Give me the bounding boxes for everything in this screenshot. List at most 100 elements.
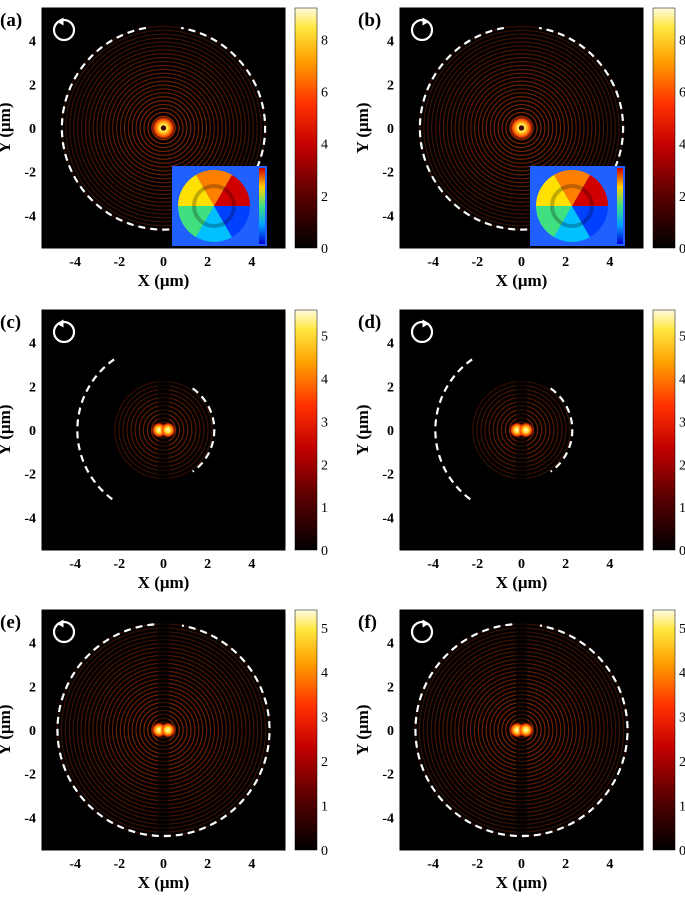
y-tick-label: 4 [29,337,36,352]
x-tick-label: 4 [606,857,613,872]
colorbar-tick-label: 3 [321,415,328,430]
fringe-ring [65,29,262,227]
heatmap-layer [56,610,271,850]
phase-sector [536,174,572,206]
phase-sector [196,169,232,206]
y-tick-label: -2 [24,468,36,483]
y-tick-label: 2 [29,380,36,395]
phase-sector [554,169,590,206]
inset-tick-top: π [271,163,277,177]
x-axis-label: X (μm) [496,271,548,290]
colorbar-tick-label: 5 [679,622,685,637]
phase-sector [554,206,590,242]
fringe-ring [462,68,581,188]
inset-tick-top: π [629,163,635,177]
colorbar-tick-label: 5 [321,330,328,345]
panel-c: (c) -4 -4 -2 -2 0 0 2 2 4 4 X (μm) Y (μm) 0 1 2 3 4 5 [0,309,328,592]
colorbar-tick-label: 5 [321,622,328,637]
colorbar-tick-label: 8 [679,33,685,48]
fringe-ring [115,80,212,176]
colorbar-tick-label: 0 [679,242,685,257]
x-axis-label: X (μm) [496,873,548,892]
fringe-ring [473,80,570,176]
x-tick-label: -2 [471,857,483,872]
colorbar-tick-label: 2 [679,755,685,770]
y-tick-label: -4 [382,511,394,526]
fringe-ring [119,84,208,172]
phase-ring [192,184,236,228]
mask-bottom [400,491,643,550]
rotation-arrow [56,17,64,26]
fringe-ring [493,100,550,156]
rotation-arrow [422,17,430,26]
y-tick-label: -4 [24,511,36,526]
y-tick-label: 2 [387,78,394,93]
heatmap-layer [418,25,625,231]
x-tick-label: -2 [471,255,483,270]
fringe-ring [92,57,235,199]
x-tick-label: -4 [427,857,439,872]
colorbar-tick-label: 0 [321,544,328,559]
y-axis-label: Y (μm) [0,102,14,153]
colorbar [652,609,676,851]
x-tick-label: 4 [606,255,613,270]
fringe-ring [446,53,597,203]
fringe-ring [108,72,219,184]
colorbar-tick-label: 2 [679,190,685,205]
fringe-ring [123,88,204,168]
rotation-icon [410,320,434,344]
colorbar [294,609,318,851]
x-tick-label: 2 [204,857,211,872]
y-tick-label: 4 [387,35,394,50]
colorbar-tick-label: 3 [321,711,328,726]
fringe-ring [497,103,546,153]
y-tick-label: 2 [29,78,36,93]
fringe-ring [450,57,593,199]
colorbar-tick-label: 6 [679,85,685,100]
fringe-ring [434,41,609,215]
x-tick-label: 2 [204,255,211,270]
y-tick-label: 0 [29,424,36,439]
x-tick-label: 0 [160,857,167,872]
x-tick-label: 0 [518,557,525,572]
phase-sector [572,174,608,206]
panel-label: (c) [0,312,21,333]
y-tick-label: 2 [387,380,394,395]
colorbar-tick-label: 3 [679,415,685,430]
fringe-ring [454,60,589,196]
fringe-ring [143,107,184,149]
y-axis-label: Y (μm) [0,704,14,755]
colorbar [294,7,318,249]
y-tick-label: 4 [29,35,36,50]
colorbar-tick-label: 0 [321,844,328,859]
boundary-arc-right [192,387,216,473]
y-tick-label: 4 [387,637,394,652]
panel-label: (d) [358,312,381,333]
x-tick-label: -4 [427,255,439,270]
boundary-arc-right [550,387,574,473]
heatmap-layer [414,610,629,850]
y-tick-label: 4 [29,637,36,652]
x-tick-label: -4 [69,557,81,572]
colorbar-tick-label: 2 [321,190,328,205]
phase-sector [572,206,608,238]
fringe-ring [135,100,192,156]
x-tick-label: 2 [562,857,569,872]
fringe-ring [96,60,231,196]
colorbar-tick-label: 1 [321,800,328,815]
panel-label: (b) [358,10,381,31]
y-tick-label: 0 [29,122,36,137]
fringe-ring [69,33,258,223]
rotation-icon [52,18,76,42]
inset-colorbar [617,168,623,244]
fringe-ring [477,84,566,172]
hot-spot [160,722,176,738]
fringe-ring [100,64,227,192]
y-tick-label: -4 [382,811,394,826]
colorbar-tick-label: 0 [679,844,685,859]
fringe-ring [481,88,562,168]
panel-label: (a) [0,10,22,31]
x-tick-label: 4 [248,857,255,872]
fringe-ring [88,53,239,203]
axes-frame [41,609,286,851]
